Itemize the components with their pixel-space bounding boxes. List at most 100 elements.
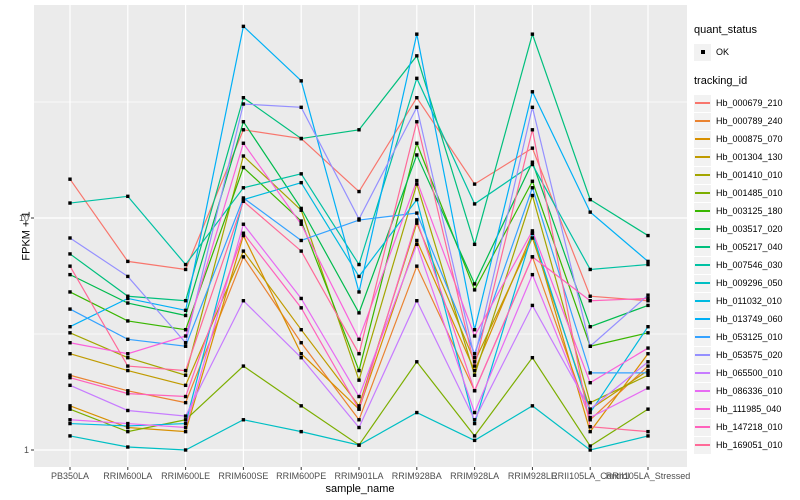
data-point [183,414,188,418]
data-point [588,210,592,214]
data-point [126,274,130,279]
data-point [646,364,650,368]
data-point [299,429,303,434]
data-point [588,425,592,429]
series-line-key-icon [694,364,711,382]
data-point [241,364,246,368]
data-point [588,371,592,375]
data-point [357,443,361,447]
data-point [357,394,361,399]
legend-item-label: Hb_003517_020 [716,224,783,234]
data-point [472,288,477,292]
data-point [530,236,535,240]
data-point [241,299,246,303]
legend-item-label: Hb_001485_010 [716,188,783,198]
data-point [646,434,650,438]
data-point [183,267,188,272]
legend-item-series: Hb_005217_040 [694,238,798,256]
data-point [68,177,72,181]
data-point [357,418,361,422]
legend-item-series: Hb_086336_010 [694,382,798,400]
data-point [183,425,188,430]
data-point [68,290,72,294]
data-point [588,267,592,272]
x-tick-label: RRIM928LA [450,471,500,481]
legend-item-series: Hb_169051_010 [694,436,798,454]
data-point [415,54,419,58]
legend-item-label: Hb_111985_040 [716,404,782,414]
legend-title-quant-status: quant_status [694,24,757,36]
data-point [241,199,246,204]
data-point [241,128,246,132]
data-point [126,364,130,368]
data-point [68,407,72,411]
data-point [241,233,246,238]
legend-item-series: Hb_000679_210 [694,94,798,112]
legend-item-label: Hb_005217_040 [716,242,783,252]
series-line-key-icon [694,112,711,130]
data-point [299,79,303,83]
data-point [588,429,592,434]
legend-item-series: Hb_003517_020 [694,220,798,238]
data-point [126,421,130,426]
data-point [415,141,419,145]
data-point [357,290,361,294]
data-point [183,368,188,373]
data-point [126,259,130,264]
legend-item-label: Hb_013749_060 [716,314,783,324]
data-point [530,229,535,233]
data-point [415,299,419,303]
data-point [472,373,477,377]
data-point [472,368,477,373]
data-point [646,324,650,329]
data-point [241,186,246,190]
legend-item-series: Hb_111985_040 [694,400,798,418]
y-tick-label: 1 [23,445,29,455]
data-point [183,299,188,303]
data-point [126,296,130,301]
data-point [241,154,246,158]
data-point [126,352,130,356]
data-point [68,375,72,380]
data-point [415,238,419,243]
legend-title-tracking-id: tracking_id [694,75,748,87]
y-tick-label: 10 [18,213,29,223]
legend-item-label: Hb_011032_010 [716,296,782,306]
data-point [241,249,246,253]
data-point [415,32,419,36]
x-tick-label: RRIM600PE [276,471,327,481]
data-point [126,429,130,434]
data-point [299,206,303,211]
data-point [183,308,188,313]
data-point [68,383,72,388]
data-point [68,324,72,329]
data-point [68,331,72,335]
data-point [588,197,592,202]
data-point [415,410,419,415]
series-line-key-icon [694,328,711,346]
data-point [183,418,188,422]
data-point [357,262,361,267]
data-point [299,105,303,110]
data-point [646,352,650,356]
data-point [415,178,419,183]
data-point [241,96,246,100]
data-point [588,344,592,348]
data-point [588,324,592,329]
data-point [357,274,361,279]
x-tick-label: RRII105LA_Control [551,471,630,481]
data-point [126,424,130,428]
data-point [415,211,419,215]
data-point [183,448,188,452]
x-axis-title: sample_name [325,483,395,495]
data-point [126,337,130,342]
series-line-key-icon [694,220,711,238]
data-point [357,337,361,342]
data-point [415,182,419,186]
data-point [588,400,592,405]
data-point [68,341,72,345]
legend-item-label: Hb_001410_010 [716,170,783,180]
data-point [299,306,303,310]
data-point [646,331,650,335]
data-point [530,404,535,408]
